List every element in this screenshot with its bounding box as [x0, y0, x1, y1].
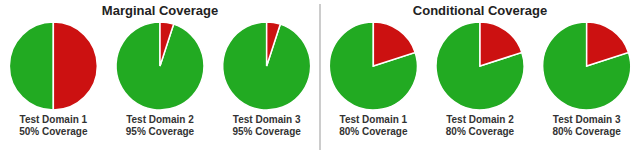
pie-slice [223, 22, 311, 110]
pie-label: Test Domain 395% Coverage [232, 114, 301, 137]
pie-group: Marginal Coverage Test Domain 150% Covera… [9, 3, 310, 137]
pie-label-line: 95% Coverage [126, 126, 195, 137]
group-title: Marginal Coverage [102, 3, 218, 18]
pie-label-line: Test Domain 1 [340, 114, 408, 125]
pie-slice [480, 22, 522, 66]
pie-slice [543, 22, 631, 110]
divider [320, 4, 321, 150]
background [0, 0, 640, 154]
pie-label-line: 80% Coverage [339, 126, 408, 137]
group-title: Conditional Coverage [413, 3, 547, 18]
pie-slice [329, 22, 417, 110]
pie-label: Test Domain 180% Coverage [339, 114, 408, 137]
pie-label-line: Test Domain 3 [233, 114, 301, 125]
pie [543, 22, 631, 110]
pie-slice [587, 22, 629, 66]
pie-label-line: Test Domain 1 [20, 114, 88, 125]
pie-label-line: 80% Coverage [446, 126, 515, 137]
pie-label-line: Test Domain 2 [446, 114, 514, 125]
pie-label: Test Domain 150% Coverage [19, 114, 88, 137]
chart: Marginal CoverageTest Domain 150% Covera… [0, 0, 640, 154]
pie-label-line: Test Domain 3 [553, 114, 621, 125]
pie-slice [267, 22, 281, 66]
pie-slice [160, 22, 174, 66]
pie [436, 22, 524, 110]
pie-label-line: 95% Coverage [232, 126, 301, 137]
pie-slice [436, 22, 524, 110]
pie-label: Test Domain 295% Coverage [126, 114, 195, 137]
pie [329, 22, 417, 110]
pie [116, 22, 204, 110]
pie-slice [9, 22, 53, 110]
pie-label: Test Domain 380% Coverage [552, 114, 621, 137]
pie-slice [116, 22, 204, 110]
pie-group: Conditional CoverageTest Domain 180% Cov… [329, 3, 630, 137]
pie-slice [373, 22, 415, 66]
pie [9, 22, 97, 110]
pie-label-line: 50% Coverage [19, 126, 88, 137]
pie-slice [53, 22, 97, 110]
pie-label-line: 80% Coverage [552, 126, 621, 137]
pie [223, 22, 311, 110]
pie-label-line: Test Domain 2 [126, 114, 194, 125]
pie-label: Test Domain 280% Coverage [446, 114, 515, 137]
